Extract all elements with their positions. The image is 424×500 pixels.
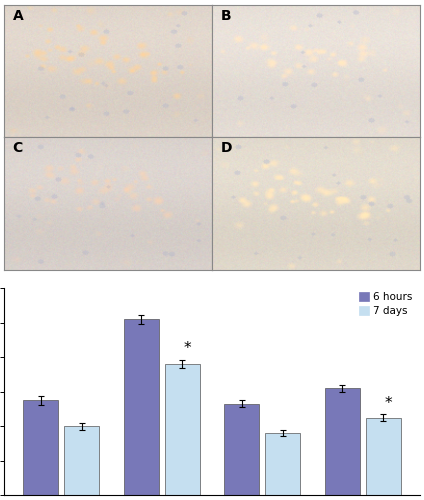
Text: C: C (13, 141, 23, 155)
Legend: 6 hours, 7 days: 6 hours, 7 days (357, 290, 415, 318)
Bar (224, 404, 259, 495)
Text: A: A (13, 9, 23, 23)
Bar (324, 388, 360, 495)
Text: D: D (220, 141, 232, 155)
Bar (123, 320, 159, 495)
Bar (165, 364, 200, 495)
Text: *: * (385, 396, 392, 410)
Bar (265, 433, 301, 495)
Bar (64, 426, 100, 495)
Bar (23, 400, 58, 495)
Text: *: * (184, 342, 191, 356)
Bar (366, 418, 401, 495)
Text: B: B (220, 9, 231, 23)
